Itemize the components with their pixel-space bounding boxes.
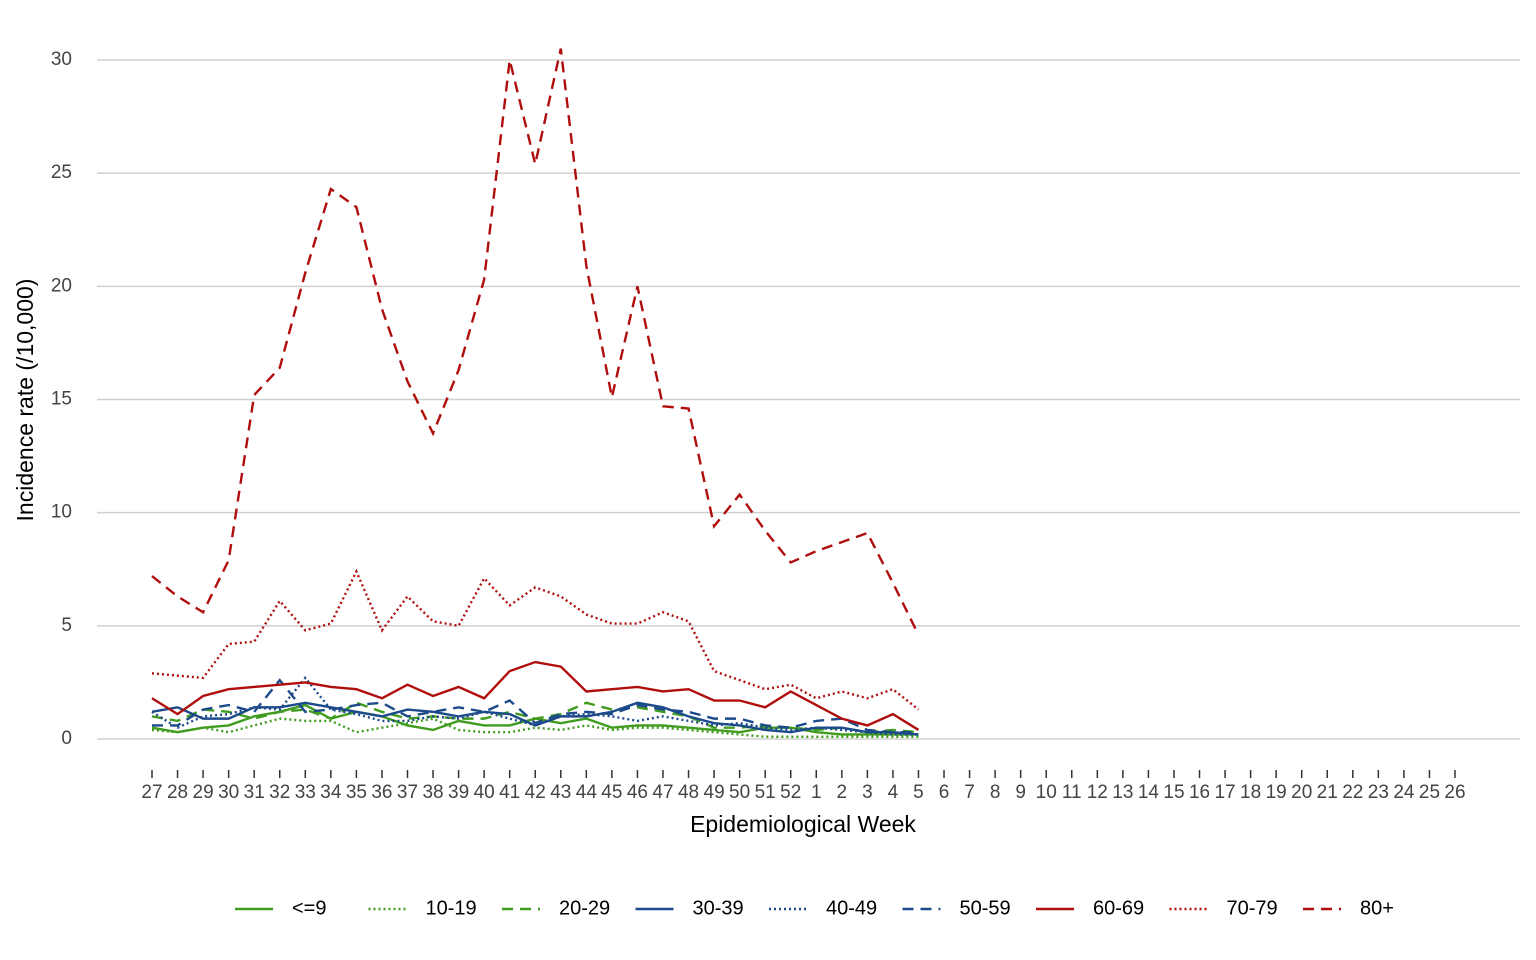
x-tick-label: 43	[550, 782, 571, 803]
legend-label: 70-79	[1227, 897, 1278, 919]
x-tick-label: 50	[729, 782, 750, 803]
x-tick-label: 20	[1291, 782, 1312, 803]
x-tick-label: 44	[576, 782, 598, 803]
x-tick-label: 2	[837, 782, 848, 803]
x-tick-label: 34	[320, 782, 342, 803]
y-tick-label: 25	[51, 162, 72, 183]
x-tick-label: 8	[990, 782, 1001, 803]
y-tick-label: 15	[51, 389, 72, 410]
legend-label: 40-49	[826, 897, 877, 919]
x-tick-label: 23	[1368, 782, 1389, 803]
x-tick-label: 33	[295, 782, 316, 803]
legend-label: 60-69	[1093, 897, 1144, 919]
x-tick-label: 14	[1138, 782, 1160, 803]
series-line	[151, 568, 920, 711]
x-tick-label: 31	[244, 782, 265, 803]
legend-label: <=9	[292, 897, 326, 919]
x-tick-label: 18	[1240, 782, 1261, 803]
x-tick-label: 36	[371, 782, 392, 803]
series-line	[151, 48, 920, 636]
x-tick-label: 26	[1444, 782, 1465, 803]
x-tick-label: 38	[422, 782, 443, 803]
x-tick-label: 47	[652, 782, 673, 803]
x-tick-label: 12	[1087, 782, 1108, 803]
x-tick-label: 46	[627, 782, 648, 803]
x-tick-label: 52	[780, 782, 801, 803]
series-line	[151, 675, 919, 736]
x-tick-label: 21	[1317, 782, 1338, 803]
x-tick-label: 48	[678, 782, 699, 803]
x-tick-label: 9	[1015, 782, 1026, 803]
x-tick-label: 32	[269, 782, 290, 803]
x-tick-label: 30	[218, 782, 239, 803]
y-tick-label: 0	[61, 728, 72, 749]
y-tick-label: 10	[51, 502, 72, 523]
series-line	[151, 717, 919, 738]
x-tick-label: 13	[1112, 782, 1133, 803]
x-tick-label: 40	[474, 782, 495, 803]
legend-label: 80+	[1360, 897, 1394, 919]
x-tick-label: 25	[1419, 782, 1440, 803]
x-tick-label: 35	[346, 782, 367, 803]
x-tick-label: 22	[1342, 782, 1363, 803]
legend-label: 30-39	[693, 897, 744, 919]
x-tick-label: 49	[704, 782, 725, 803]
x-tick-label: 51	[755, 782, 776, 803]
y-tick-label: 20	[51, 275, 72, 296]
x-tick-label: 4	[888, 782, 899, 803]
x-tick-label: 19	[1266, 782, 1287, 803]
series-line	[151, 701, 919, 734]
x-tick-label: 28	[167, 782, 188, 803]
x-tick-label: 37	[397, 782, 418, 803]
x-tick-label: 10	[1036, 782, 1057, 803]
x-tick-label: 17	[1214, 782, 1235, 803]
x-tick-label: 41	[499, 782, 520, 803]
x-tick-label: 16	[1189, 782, 1210, 803]
x-tick-label: 6	[939, 782, 950, 803]
x-axis-title: Epidemiological Week	[690, 811, 916, 837]
y-tick-label: 5	[61, 615, 72, 636]
legend-label: 10-19	[426, 897, 477, 919]
x-tick-label: 39	[448, 782, 469, 803]
x-tick-label: 29	[193, 782, 214, 803]
y-axis-title: Incidence rate (/10,000)	[12, 279, 38, 522]
series-line	[151, 660, 920, 731]
x-tick-label: 11	[1062, 782, 1082, 803]
x-tick-label: 3	[862, 782, 873, 803]
x-tick-label: 7	[964, 782, 975, 803]
y-tick-label: 30	[51, 49, 72, 70]
x-tick-label: 45	[601, 782, 622, 803]
x-tick-label: 5	[913, 782, 924, 803]
x-tick-label: 1	[811, 782, 822, 803]
x-tick-label: 15	[1163, 782, 1184, 803]
series-line	[152, 678, 919, 734]
x-tick-label: 27	[141, 782, 162, 803]
legend-label: 20-29	[559, 897, 610, 919]
x-tick-label: 42	[525, 782, 546, 803]
legend-label: 50-59	[960, 897, 1011, 919]
x-tick-label: 24	[1393, 782, 1415, 803]
